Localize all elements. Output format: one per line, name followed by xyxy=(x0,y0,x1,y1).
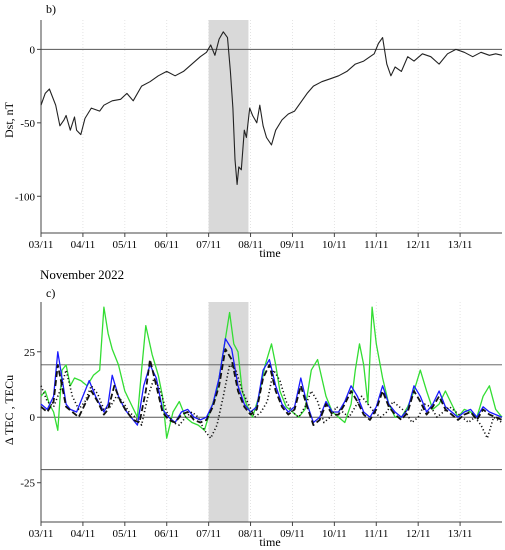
tec-x-tick-label: 03/11 xyxy=(29,528,54,540)
panel-b: b) Dst, nT time 0 -50 -100 03/11 04/11 05/11 0… xyxy=(2,2,503,260)
tec-series-dashed-2 xyxy=(40,348,503,426)
dst-x-tick-label: 07/11 xyxy=(196,239,221,251)
tec-x-tick-label: 12/11 xyxy=(406,528,431,540)
tec-x-tick-label: 06/11 xyxy=(154,528,179,540)
dst-series-solid-0 xyxy=(40,31,503,186)
tec-y-tick-label: 25 xyxy=(24,347,36,359)
dst-x-tick-label: 06/11 xyxy=(154,239,179,251)
panel-c-xlabel: time xyxy=(259,535,280,549)
panel-c-label: c) xyxy=(46,286,55,300)
dst-x-tick-label: 03/11 xyxy=(29,239,54,251)
tec-x-tick-label: 09/11 xyxy=(280,528,305,540)
tec-y-tick-label: -25 xyxy=(20,478,35,490)
panel-b-label: b) xyxy=(46,2,56,16)
dst-y-tick-label: 0 xyxy=(30,44,36,56)
dst-x-tick-label: 12/11 xyxy=(406,239,431,251)
tec-x-tick-label: 10/11 xyxy=(322,528,347,540)
dst-x-tick-label: 09/11 xyxy=(280,239,305,251)
tec-storm-band xyxy=(208,302,249,522)
dst-x-tick-label: 11/11 xyxy=(364,239,388,251)
dst-y-tick-label: -50 xyxy=(20,118,35,130)
dst-x-tick-label: 10/11 xyxy=(322,239,347,251)
dst-y-tick-label: -100 xyxy=(15,191,36,203)
tec-series-solid-1 xyxy=(40,338,503,426)
panel-b-ylabel: Dst, nT xyxy=(2,101,16,138)
tec-x-tick-label: 13/11 xyxy=(448,528,473,540)
panel-b-xlabel: time xyxy=(259,246,280,260)
tec-x-tick-label: 08/11 xyxy=(238,528,263,540)
tec-y-tick-label: 0 xyxy=(30,412,36,424)
dst-x-tick-label: 08/11 xyxy=(238,239,263,251)
panel-c-ylabel: Δ TEC , TECu xyxy=(2,375,16,445)
dst-x-tick-label: 05/11 xyxy=(112,239,137,251)
panel-c: November 2022 c) Δ TEC , TECu time 25 0 -2… xyxy=(2,267,503,549)
tec-x-tick-label: 11/11 xyxy=(364,528,388,540)
tec-x-tick-label: 07/11 xyxy=(196,528,221,540)
dst-x-tick-label: 04/11 xyxy=(71,239,96,251)
panel-c-title: November 2022 xyxy=(40,267,124,282)
tec-x-tick-label: 04/11 xyxy=(71,528,96,540)
tec-series-dotted-3 xyxy=(40,364,503,439)
tec-x-tick-label: 05/11 xyxy=(112,528,137,540)
dst-x-tick-label: 13/11 xyxy=(448,239,473,251)
